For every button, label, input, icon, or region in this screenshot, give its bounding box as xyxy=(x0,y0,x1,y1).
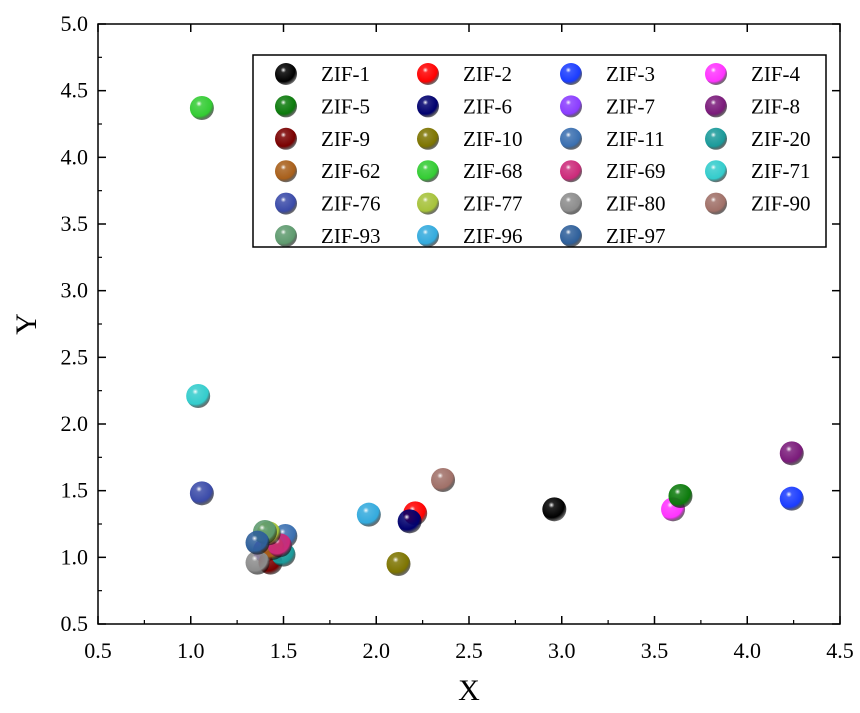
y-tick-label: 4.0 xyxy=(61,144,89,169)
legend-label: ZIF-6 xyxy=(463,94,512,118)
data-point-zif-8 xyxy=(779,441,804,466)
data-point-zif-76 xyxy=(189,481,214,506)
legend-marker xyxy=(275,63,297,85)
legend-marker xyxy=(560,95,582,118)
data-point-zif-6 xyxy=(397,509,422,534)
y-tick-label: 2.0 xyxy=(61,411,89,436)
legend-marker xyxy=(560,127,582,150)
data-point-zif-1 xyxy=(542,497,567,522)
y-tick-label: 4.5 xyxy=(61,78,89,103)
legend-label: ZIF-90 xyxy=(751,192,811,216)
legend-marker xyxy=(705,192,727,215)
legend-label: ZIF-71 xyxy=(751,159,811,183)
legend-marker xyxy=(705,127,727,150)
y-tick-label: 3.0 xyxy=(61,278,89,303)
legend-marker xyxy=(705,95,727,118)
legend-label: ZIF-7 xyxy=(606,94,655,118)
x-tick-label: 1.0 xyxy=(177,638,205,663)
legend-marker xyxy=(275,192,297,215)
x-tick-label: 4.0 xyxy=(734,638,762,663)
x-axis-title: X xyxy=(458,674,480,707)
legend-label: ZIF-62 xyxy=(321,159,381,183)
data-points xyxy=(186,96,804,576)
legend-label: ZIF-93 xyxy=(321,224,381,248)
y-tick-label: 1.5 xyxy=(61,478,89,503)
legend-label: ZIF-3 xyxy=(606,62,655,86)
legend-label: ZIF-11 xyxy=(606,127,665,151)
legend-box xyxy=(252,54,827,248)
legend-marker xyxy=(560,63,582,85)
legend-label: ZIF-2 xyxy=(463,62,512,86)
y-tick-label: 3.5 xyxy=(61,211,89,236)
x-tick-label: 3.0 xyxy=(548,638,576,663)
legend-marker xyxy=(560,160,582,183)
legend-label: ZIF-9 xyxy=(321,127,370,151)
legend-marker xyxy=(417,95,439,118)
legend-marker xyxy=(417,160,439,183)
legend-label: ZIF-68 xyxy=(463,159,523,183)
legend-marker xyxy=(417,127,439,150)
data-point-zif-96 xyxy=(356,502,381,527)
legend-label: ZIF-76 xyxy=(321,192,381,216)
data-point-zif-10 xyxy=(386,552,411,576)
legend-label: ZIF-1 xyxy=(321,62,370,86)
data-point-zif-97 xyxy=(245,530,270,555)
y-axis: 0.5 1.0 1.5 2.0 2.5 3.0 3.5 4.0 4.5 5.0 xyxy=(61,11,840,636)
legend-marker xyxy=(417,192,439,215)
x-tick-label: 0.5 xyxy=(84,638,112,663)
x-tick-label: 3.5 xyxy=(641,638,669,663)
legend-label: ZIF-96 xyxy=(463,224,523,248)
y-tick-label: 0.5 xyxy=(61,611,89,636)
data-point-zif-68 xyxy=(189,96,214,120)
legend-label: ZIF-97 xyxy=(606,224,666,248)
legend-marker xyxy=(560,192,582,215)
legend-marker xyxy=(560,225,582,247)
x-tick-label: 1.5 xyxy=(270,638,298,663)
data-point-zif-80 xyxy=(245,550,270,575)
x-tick-label: 2.0 xyxy=(363,638,391,663)
legend-label: ZIF-80 xyxy=(606,192,666,216)
legend-label: ZIF-8 xyxy=(751,94,800,118)
data-point-zif-3 xyxy=(779,486,804,511)
x-tick-label: 2.5 xyxy=(455,638,483,663)
legend-marker xyxy=(275,95,297,118)
y-tick-label: 2.5 xyxy=(61,344,89,369)
legend-marker xyxy=(705,63,727,85)
legend-label: ZIF-20 xyxy=(751,127,811,151)
data-point-zif-71 xyxy=(186,384,211,408)
legend-label: ZIF-69 xyxy=(606,159,666,183)
y-tick-label: 1.0 xyxy=(61,544,89,569)
legend-marker xyxy=(705,160,727,183)
y-axis-title: Y xyxy=(10,313,43,335)
legend-label: ZIF-77 xyxy=(463,192,523,216)
legend-marker xyxy=(275,127,297,150)
x-axis: 0.5 1.0 1.5 2.0 2.5 3.0 3.5 4.0 4.5 xyxy=(84,24,854,663)
legend-marker xyxy=(275,225,297,247)
data-point-zif-5 xyxy=(668,484,693,508)
x-tick-label: 4.5 xyxy=(826,638,854,663)
legend-marker xyxy=(417,225,439,247)
legend-marker xyxy=(275,160,297,183)
y-tick-label: 5.0 xyxy=(61,11,89,36)
legend-marker xyxy=(417,63,439,85)
legend-label: ZIF-5 xyxy=(321,94,370,118)
legend-label: ZIF-4 xyxy=(751,62,800,86)
legend: ZIF-1 ZIF-2 ZIF-3 ZIF-4 ZIF-5 ZIF-6 ZIF-7 ZIF-8… xyxy=(252,54,827,248)
data-point-zif-90 xyxy=(431,468,456,492)
legend-label: ZIF-10 xyxy=(463,127,523,151)
